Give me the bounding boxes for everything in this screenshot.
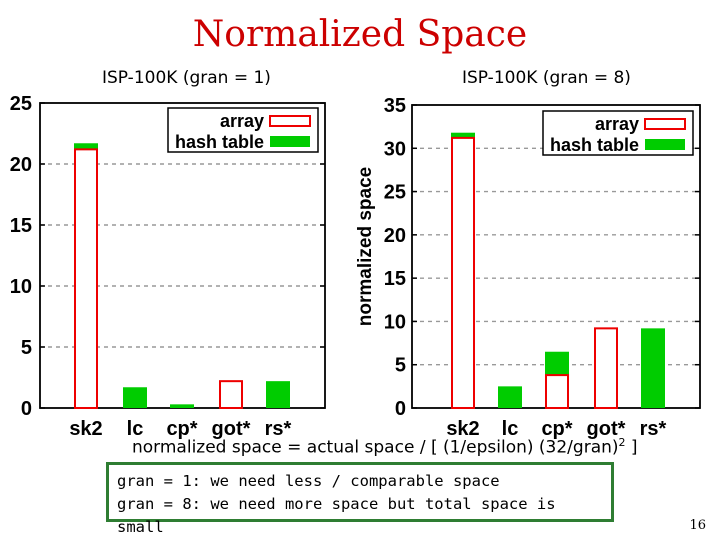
y-tick-label-1-7: 35 [384, 95, 406, 117]
x-tick-label-0-lc: lc [127, 418, 144, 440]
page-number: 16 [689, 518, 706, 533]
x-tick-label-1-got*: got* [587, 418, 626, 440]
y-tick-label-1-1: 5 [395, 355, 406, 377]
y-tick-label-1-0: 0 [395, 398, 406, 420]
x-tick-label-0-got*: got* [212, 418, 251, 440]
x-tick-label-1-lc: lc [502, 418, 519, 440]
note-line-gran-1: gran = 1: we need less / comparable spac… [117, 472, 500, 490]
y-tick-label-0-4: 20 [10, 154, 32, 176]
formula-prefix: normalized space = actual space / [ (1/e… [132, 437, 619, 458]
bar-hash-table-1-lc [498, 386, 522, 408]
y-tick-label-1-5: 25 [384, 182, 406, 204]
legend-label-array-0: array [220, 111, 264, 131]
bar-array-0-sk2 [74, 148, 98, 410]
page-title: Normalized Space [192, 14, 528, 55]
y-tick-label-1-3: 15 [384, 268, 406, 290]
legend-label-array-1: array [595, 114, 639, 134]
left-chart-title: ISP-100K (gran = 1) [102, 68, 271, 88]
x-tick-label-0-cp*: cp* [166, 418, 197, 440]
x-tick-label-1-cp*: cp* [541, 418, 572, 440]
legend-swatch-array-1 [644, 118, 686, 130]
formula-text: normalized space = actual space / [ (1/e… [132, 436, 638, 458]
legend-swatch-array-0 [269, 115, 311, 127]
legend-label-hash-table-0: hash table [175, 132, 264, 152]
y-tick-label-0-2: 10 [10, 276, 32, 298]
bar-hash-table-1-rs* [641, 328, 665, 408]
x-tick-label-0-sk2: sk2 [69, 418, 102, 440]
y-tick-label-1-2: 10 [384, 311, 406, 333]
note-box: gran = 1: we need less / comparable spac… [106, 462, 614, 536]
y-tick-label-1-4: 20 [384, 225, 406, 247]
note-line-gran-8: gran = 8: we need more space but total s… [117, 495, 556, 536]
right-chart-title: ISP-100K (gran = 8) [462, 68, 631, 88]
y-tick-label-0-1: 5 [21, 337, 32, 359]
legend-swatch-hash-table-1 [645, 139, 685, 150]
bar-array-1-sk2 [451, 136, 475, 409]
legend-label-hash-table-1: hash table [550, 135, 639, 155]
x-tick-label-0-rs*: rs* [265, 418, 292, 440]
x-tick-label-1-sk2: sk2 [446, 418, 479, 440]
y-tick-label-0-3: 15 [10, 215, 32, 237]
legend-swatch-hash-table-0 [270, 136, 310, 147]
y-tick-label-0-0: 0 [21, 398, 32, 420]
bar-array-1-got* [594, 327, 618, 409]
x-tick-label-1-rs*: rs* [640, 418, 667, 440]
formula-exponent: 2 [618, 436, 626, 449]
formula-suffix: ] [625, 437, 638, 458]
bar-hash-table-0-rs* [266, 381, 290, 408]
bar-array-0-got* [219, 380, 243, 410]
y-tick-label-1-6: 30 [384, 138, 406, 160]
y-axis-label-1: normalized space [355, 167, 376, 326]
bar-hash-table-0-lc [123, 387, 147, 408]
y-tick-label-0-5: 25 [10, 93, 32, 115]
bar-hash-table-0-cp* [170, 404, 194, 408]
bar-array-1-cp* [545, 374, 569, 409]
